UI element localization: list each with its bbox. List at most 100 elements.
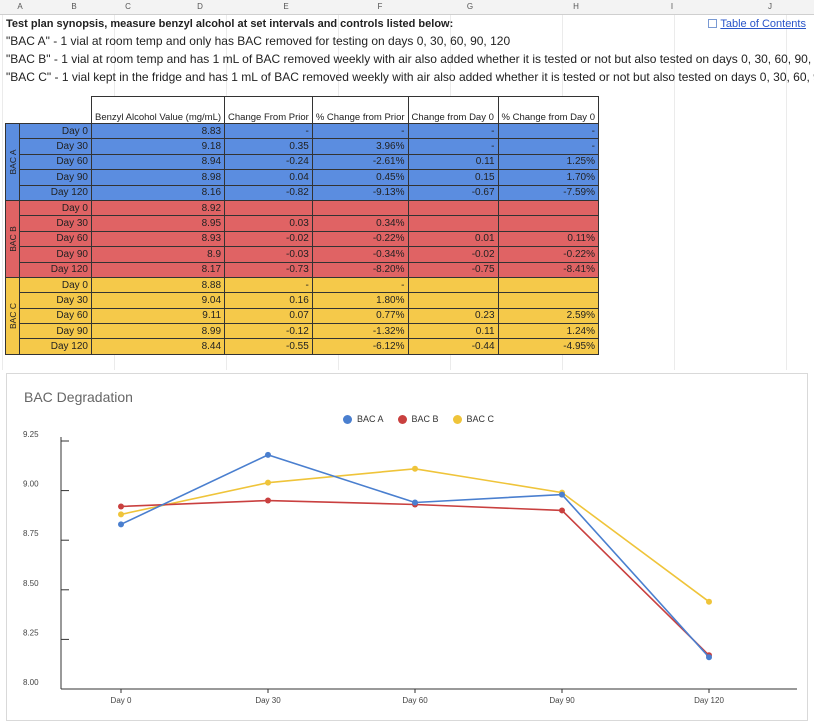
value-cell[interactable]: -1.32%: [311, 323, 409, 340]
value-cell[interactable]: -6.12%: [311, 338, 409, 355]
column-header-c[interactable]: C: [125, 2, 131, 11]
value-cell[interactable]: -0.03: [224, 246, 313, 263]
value-cell[interactable]: -0.75: [407, 261, 499, 278]
bac-degradation-chart[interactable]: BAC Degradation BAC A BAC B BAC C 9.25 9.…: [6, 373, 808, 721]
column-header-b[interactable]: B: [71, 2, 77, 11]
value-cell[interactable]: -: [497, 122, 599, 140]
value-cell[interactable]: -: [224, 122, 313, 140]
value-cell[interactable]: 1.24%: [497, 323, 599, 340]
day-label-cell[interactable]: Day 120: [19, 338, 92, 355]
legend-item-bac-b[interactable]: BAC B: [397, 414, 439, 424]
value-cell[interactable]: 0.35: [224, 138, 313, 155]
value-cell[interactable]: 0.01: [407, 230, 499, 248]
value-cell[interactable]: 0.11: [407, 323, 499, 340]
column-header-f[interactable]: F: [377, 2, 383, 11]
value-cell[interactable]: 1.70%: [497, 169, 599, 186]
day-label-cell[interactable]: Day 30: [19, 292, 92, 309]
header-pct-change-day0[interactable]: % Change from Day 0: [497, 96, 599, 124]
value-cell[interactable]: 3.96%: [311, 138, 409, 155]
value-cell[interactable]: 8.44: [90, 338, 226, 355]
column-header-j[interactable]: J: [768, 2, 772, 11]
value-cell[interactable]: 8.88: [90, 276, 226, 294]
legend-item-bac-a[interactable]: BAC A: [343, 414, 384, 424]
legend-item-bac-c[interactable]: BAC C: [452, 414, 494, 424]
day-label-cell[interactable]: Day 60: [19, 307, 92, 325]
value-cell[interactable]: 0.15: [407, 169, 499, 186]
value-cell[interactable]: [497, 199, 599, 217]
header-change-day0[interactable]: Change from Day 0: [407, 96, 499, 124]
value-cell[interactable]: [407, 199, 499, 217]
value-cell[interactable]: -0.73: [224, 261, 313, 278]
value-cell[interactable]: 8.94: [90, 153, 226, 171]
day-label-cell[interactable]: Day 0: [19, 122, 92, 140]
day-label-cell[interactable]: Day 90: [19, 246, 92, 263]
value-cell[interactable]: 0.11: [407, 153, 499, 171]
value-cell[interactable]: -: [311, 276, 409, 294]
value-cell[interactable]: [407, 292, 499, 309]
value-cell[interactable]: 8.99: [90, 323, 226, 340]
value-cell[interactable]: -8.41%: [497, 261, 599, 278]
value-cell[interactable]: [407, 276, 499, 294]
value-cell[interactable]: -: [224, 276, 313, 294]
value-cell[interactable]: 0.23: [407, 307, 499, 325]
value-cell[interactable]: -2.61%: [311, 153, 409, 171]
day-label-cell[interactable]: Day 60: [19, 153, 92, 171]
value-cell[interactable]: 8.98: [90, 169, 226, 186]
value-cell[interactable]: 0.45%: [311, 169, 409, 186]
value-cell[interactable]: 0.34%: [311, 215, 409, 232]
value-cell[interactable]: -7.59%: [497, 184, 599, 201]
day-label-cell[interactable]: Day 90: [19, 323, 92, 340]
value-cell[interactable]: -: [497, 138, 599, 155]
value-cell[interactable]: -0.02: [407, 246, 499, 263]
value-cell[interactable]: 8.9: [90, 246, 226, 263]
day-label-cell[interactable]: Day 120: [19, 184, 92, 201]
value-cell[interactable]: 9.11: [90, 307, 226, 325]
column-header-d[interactable]: D: [197, 2, 203, 11]
value-cell[interactable]: -0.22%: [311, 230, 409, 248]
value-cell[interactable]: -: [311, 122, 409, 140]
value-cell[interactable]: 0.11%: [497, 230, 599, 248]
value-cell[interactable]: [497, 276, 599, 294]
value-cell[interactable]: 0.77%: [311, 307, 409, 325]
value-cell[interactable]: -0.22%: [497, 246, 599, 263]
value-cell[interactable]: -9.13%: [311, 184, 409, 201]
day-label-cell[interactable]: Day 30: [19, 215, 92, 232]
value-cell[interactable]: -0.55: [224, 338, 313, 355]
value-cell[interactable]: -0.82: [224, 184, 313, 201]
value-cell[interactable]: [311, 199, 409, 217]
value-cell[interactable]: 8.93: [90, 230, 226, 248]
value-cell[interactable]: 9.04: [90, 292, 226, 309]
day-label-cell[interactable]: Day 60: [19, 230, 92, 248]
value-cell[interactable]: 8.95: [90, 215, 226, 232]
value-cell[interactable]: 8.16: [90, 184, 226, 201]
header-change-prior[interactable]: Change From Prior: [224, 96, 313, 124]
day-label-cell[interactable]: Day 0: [19, 276, 92, 294]
value-cell[interactable]: -0.67: [407, 184, 499, 201]
column-header-a[interactable]: A: [17, 2, 23, 11]
value-cell[interactable]: 2.59%: [497, 307, 599, 325]
value-cell[interactable]: -0.34%: [311, 246, 409, 263]
day-label-cell[interactable]: Day 120: [19, 261, 92, 278]
value-cell[interactable]: [497, 215, 599, 232]
value-cell[interactable]: 1.80%: [311, 292, 409, 309]
value-cell[interactable]: 0.07: [224, 307, 313, 325]
value-cell[interactable]: -0.24: [224, 153, 313, 171]
header-bac-value[interactable]: Benzyl Alcohol Value (mg/mL): [90, 96, 226, 124]
value-cell[interactable]: -4.95%: [497, 338, 599, 355]
column-header-i[interactable]: I: [670, 2, 674, 11]
value-cell[interactable]: -0.12: [224, 323, 313, 340]
value-cell[interactable]: -0.44: [407, 338, 499, 355]
value-cell[interactable]: 0.04: [224, 169, 313, 186]
value-cell[interactable]: -: [407, 138, 499, 155]
value-cell[interactable]: -8.20%: [311, 261, 409, 278]
day-label-cell[interactable]: Day 0: [19, 199, 92, 217]
value-cell[interactable]: [224, 199, 313, 217]
day-label-cell[interactable]: Day 90: [19, 169, 92, 186]
column-header-e[interactable]: E: [283, 2, 289, 11]
value-cell[interactable]: 1.25%: [497, 153, 599, 171]
value-cell[interactable]: 8.92: [90, 199, 226, 217]
value-cell[interactable]: 8.83: [90, 122, 226, 140]
column-header-g[interactable]: G: [466, 2, 474, 11]
table-of-contents-link[interactable]: Table of Contents: [708, 18, 806, 30]
value-cell[interactable]: 0.03: [224, 215, 313, 232]
